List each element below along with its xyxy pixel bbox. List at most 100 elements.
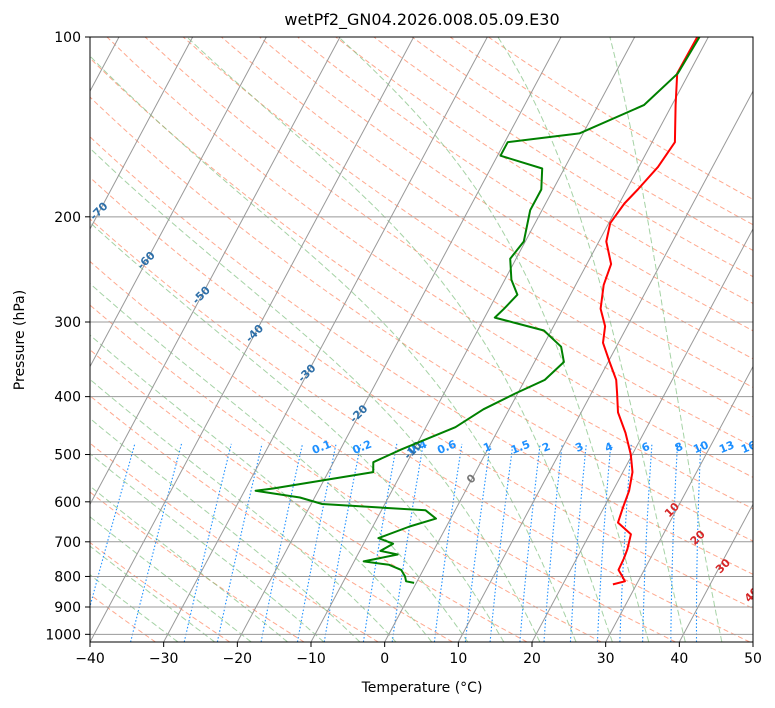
mixing-ratio-line: [362, 443, 398, 642]
mixing-ratio-line: [464, 443, 491, 642]
isotherm-line: [90, 37, 341, 506]
dry-adiabat: [182, 37, 753, 418]
mixing-ratio-label: 8: [673, 440, 685, 455]
mixing-ratio-label: 1: [481, 440, 493, 455]
y-tick-label: 800: [54, 569, 81, 585]
x-axis-ticks: −40 −30 −20 −10 0 10 20 30 40 50: [75, 642, 762, 667]
moist-adiabat: [90, 453, 325, 642]
dry-adiabat: [90, 136, 753, 575]
y-axis-ticks: 100 200 300 400 500 600 700 800 900 1000: [45, 30, 90, 643]
mixing-ratio-line: [323, 443, 362, 642]
x-axis-label: Temperature (°C): [361, 680, 483, 696]
isotherms: [90, 37, 753, 642]
mixing-ratio-line: [183, 443, 232, 642]
mixing-ratio-line: [642, 443, 653, 642]
isotherm-label: -50: [190, 283, 213, 306]
chart-title: wetPf2_GN04.2026.008.05.09.E30: [284, 10, 559, 30]
isotherm-label: -80: [36, 158, 59, 181]
x-tick-label: 0: [380, 651, 389, 667]
y-tick-label: 100: [54, 30, 81, 46]
dry-adiabats: [90, 37, 753, 642]
moist-adiabat: [186, 37, 613, 642]
isotherm-line: [90, 37, 194, 230]
plot-area: 0.10.20.40.611.52346810131620253036 -100…: [0, 37, 775, 642]
y-tick-label: 600: [54, 495, 81, 511]
moist-adiabat: [90, 55, 577, 642]
mixing-ratio-label: 4: [603, 440, 615, 455]
moist-adiabat: [90, 545, 216, 642]
mixing-ratio-line: [130, 443, 183, 642]
x-tick-label: −10: [296, 651, 326, 667]
mixing-ratio-label: 16: [739, 438, 758, 456]
mixing-ratio-line: [519, 443, 541, 642]
y-tick-label: 400: [54, 390, 81, 406]
x-tick-label: 10: [449, 651, 467, 667]
dry-adiabat: [221, 37, 753, 388]
isobars: [90, 37, 753, 635]
y-tick-label: 700: [54, 535, 81, 551]
moist-adiabat-label: 40: [742, 585, 762, 605]
isotherm-line: [310, 37, 636, 642]
y-tick-label: 300: [54, 315, 81, 331]
dry-adiabat: [90, 218, 751, 642]
moist-adiabat: [497, 37, 686, 642]
dry-adiabat: [335, 37, 753, 304]
mixing-ratio-line: [569, 443, 587, 642]
isotherm-labels: -100-90-80-70-60-50-40-30-20-100: [0, 108, 479, 486]
isotherm-line: [457, 90, 753, 642]
isotherm-line: [531, 227, 753, 642]
sounding-series: [254, 37, 701, 586]
dry-adiabat: [90, 541, 231, 642]
moist-adiabat: [90, 417, 361, 642]
dry-adiabat: [90, 593, 156, 642]
isotherm-line: [678, 503, 753, 642]
x-tick-label: 50: [744, 651, 762, 667]
moist-adiabat: [90, 147, 541, 642]
isotherm-line: [236, 37, 562, 642]
mixing-ratio-line: [543, 443, 563, 642]
moist-adiabat: [90, 485, 288, 642]
dry-adiabat: [90, 260, 676, 642]
mixing-ratio-label: 10: [691, 438, 710, 456]
mixing-ratio-line: [391, 443, 424, 642]
moist-adiabat: [90, 574, 179, 642]
moist-adiabat: [90, 282, 469, 642]
isotherm-line: [384, 37, 709, 642]
isotherm-line: [90, 37, 415, 642]
dry-adiabat: [90, 349, 528, 642]
mixing-ratio-line: [670, 443, 679, 642]
isotherm-label: -90: [0, 108, 12, 131]
mixing-ratio-label: 3: [573, 440, 585, 455]
moist-adiabat: [90, 334, 433, 642]
x-tick-label: 20: [523, 651, 541, 667]
isotherm-line: [90, 37, 267, 368]
moist-adiabat-label: 20: [688, 527, 708, 547]
mixing-ratio-label: 2: [540, 440, 552, 455]
dry-adiabat: [90, 176, 753, 610]
x-tick-label: −40: [75, 651, 105, 667]
x-tick-label: −30: [149, 651, 179, 667]
isotherm-label: -20: [347, 402, 370, 425]
isotherm-line: [752, 640, 753, 642]
mixing-ratio-label: 20: [765, 438, 775, 456]
dry-adiabat: [90, 57, 753, 510]
isotherm-label: -40: [243, 322, 266, 345]
dry-adiabat: [488, 37, 753, 201]
moist-adiabat: [90, 221, 505, 642]
y-tick-label: 500: [54, 448, 81, 464]
x-tick-label: 40: [670, 651, 688, 667]
moist-adiabat: [338, 37, 650, 642]
dry-adiabat: [90, 304, 602, 642]
moist-adiabat-label: 10: [662, 500, 682, 520]
plot-frame: [89, 36, 754, 643]
moist-adiabat: [90, 378, 397, 642]
mixing-ratio-line: [90, 443, 136, 609]
moist-adiabat: [90, 516, 252, 642]
moist-adiabats: [90, 37, 723, 642]
isotherm-label: -30: [295, 361, 318, 384]
y-tick-label: 900: [54, 600, 81, 616]
dry-adiabat: [297, 37, 753, 332]
isotherm-line: [605, 365, 753, 642]
mixing-ratio-line: [695, 443, 702, 642]
